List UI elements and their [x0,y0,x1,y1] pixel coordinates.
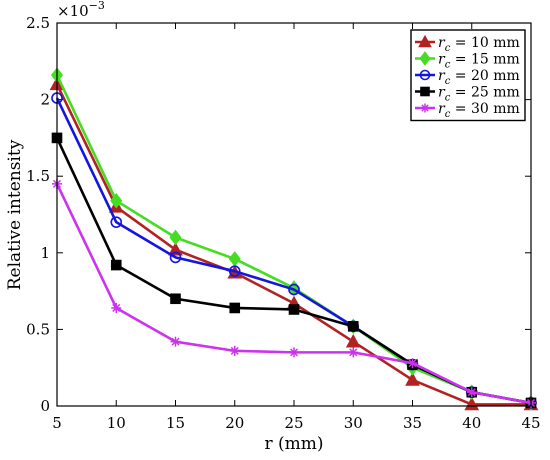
data-point [464,396,480,411]
data-point [288,283,300,296]
legend-entry: rc = 10 mm [415,34,520,54]
data-point [110,216,123,228]
star-stroke [230,346,239,355]
data-point [420,103,430,113]
x-tick-label: 25 [284,414,303,432]
data-point [168,242,183,256]
y-axis-label: Relative intensity [5,139,25,290]
series-1 [49,76,539,411]
legend-label: rc = 10 mm [438,35,520,54]
legend-entry: rc = 30 mm [415,101,520,120]
data-point [348,347,359,358]
data-point [228,265,241,277]
data-point [111,302,122,313]
data-point [466,387,477,398]
data-point [289,347,299,358]
series-layer [49,67,539,411]
star-stroke [171,337,180,346]
data-point [110,192,123,209]
star-stroke [349,348,358,357]
series-3 [51,92,537,409]
data-point [418,34,432,48]
data-point [229,345,240,356]
y-tick-label: 2.5 [26,14,50,32]
data-point [169,229,182,246]
data-point [347,321,359,332]
star-stroke [408,359,417,368]
data-point [419,51,431,66]
star-stroke [289,348,299,357]
legend-entry: rc = 25 mm [415,85,520,104]
star-stroke [421,104,429,112]
legend-label: rc = 25 mm [438,85,520,104]
data-point [229,302,241,314]
y-tick-label: 1.5 [26,167,50,185]
x-tick-label: 15 [166,414,185,432]
data-point [288,304,300,315]
legend-label: rc = 15 mm [438,52,520,71]
data-point [407,358,418,369]
star-stroke [112,303,121,312]
x-tick-label: 5 [52,414,62,432]
legend-entry: rc = 20 mm [415,68,520,87]
series-line [55,137,532,405]
data-point [228,251,241,267]
data-point [170,336,181,347]
x-axis-label: r (mm) [264,434,323,454]
y-tick-label: 2 [40,91,50,109]
y-tick-label: 0 [40,397,50,415]
y-axis-multiplier: ×10−3 [57,0,105,20]
x-tick-label: 45 [521,414,540,432]
x-tick-label: 40 [462,414,481,432]
data-point [110,259,122,271]
series-4 [51,132,537,409]
legend-label: rc = 30 mm [438,101,520,120]
series-5 [52,178,536,408]
star-stroke [467,388,476,397]
data-point [405,372,420,386]
legend-entry: rc = 15 mm [415,51,520,71]
x-tick-label: 35 [403,414,422,432]
y-tick-label: 0.5 [26,320,50,338]
data-point [169,251,182,264]
data-point [345,333,361,348]
ticks-layer: 5 10 15 20 25 30 35 40 45 0 0.5 1 1.5 2 2.5 [26,14,540,432]
plot-area-frame [56,22,532,407]
y-tick-label: 1 [40,244,50,262]
data-point [419,69,431,81]
data-point [170,293,181,305]
x-tick-label: 20 [225,414,244,432]
x-tick-label: 30 [344,414,363,432]
x-tick-label: 10 [107,414,126,432]
legend-label: rc = 20 mm [438,68,520,87]
data-point [420,86,430,97]
